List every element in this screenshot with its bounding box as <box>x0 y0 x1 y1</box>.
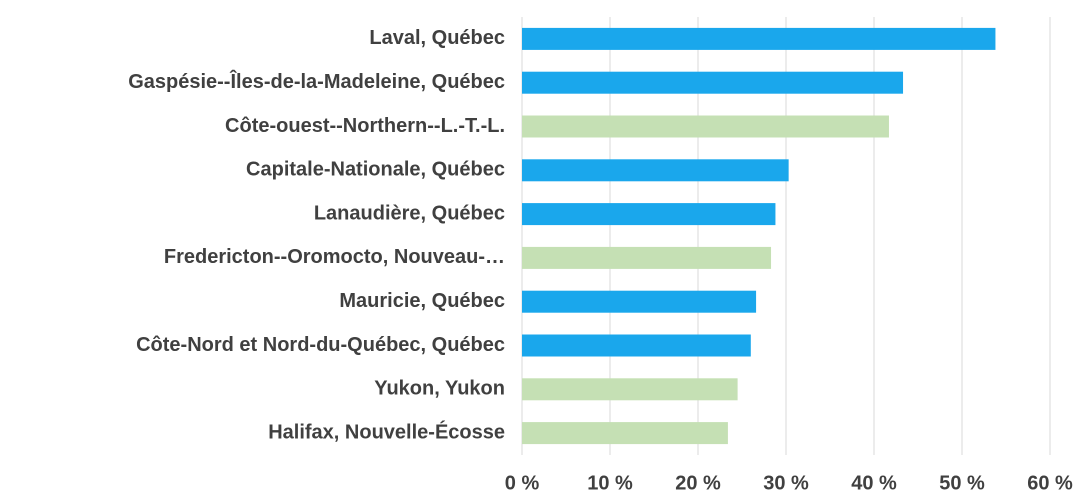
bar <box>522 115 889 138</box>
y-tick-label: Fredericton--Oromocto, Nouveau-… <box>164 246 505 268</box>
bar <box>522 27 996 50</box>
x-tick-label: 60 % <box>1027 472 1073 494</box>
x-tick-label: 50 % <box>939 472 985 494</box>
y-tick-label: Capitale-Nationale, Québec <box>246 159 505 181</box>
bar <box>522 378 738 401</box>
y-tick-label: Mauricie, Québec <box>339 290 505 312</box>
x-tick-label: 10 % <box>587 472 633 494</box>
x-tick-label: 30 % <box>763 472 809 494</box>
y-tick-label: Gaspésie--Îles-de-la-Madeleine, Québec <box>128 69 505 93</box>
bar <box>522 203 776 226</box>
y-tick-label: Yukon, Yukon <box>374 378 505 400</box>
bar <box>522 159 789 182</box>
bar <box>522 290 757 313</box>
y-tick-label: Laval, Québec <box>369 27 505 49</box>
bar <box>522 71 904 94</box>
x-tick-label: 20 % <box>675 472 721 494</box>
bar <box>522 334 751 357</box>
y-tick-label: Côte-ouest--Northern--L.-T.-L. <box>225 115 505 137</box>
y-tick-label: Lanaudière, Québec <box>314 202 505 224</box>
bar <box>522 246 772 269</box>
y-tick-label: Côte-Nord et Nord-du-Québec, Québec <box>136 334 505 356</box>
x-tick-label: 0 % <box>505 472 540 494</box>
bar <box>522 422 728 445</box>
y-tick-label: Halifax, Nouvelle-Écosse <box>268 420 505 443</box>
x-tick-label: 40 % <box>851 472 897 494</box>
